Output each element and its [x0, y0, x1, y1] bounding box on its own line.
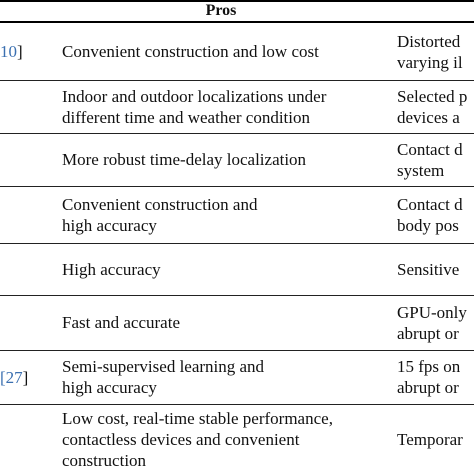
table-row: 10] Convenient construction and low cost D… [0, 23, 474, 80]
row-divider [0, 133, 474, 134]
cons-cell: Contact d body pos [397, 194, 463, 235]
pros-cell: More robust time-delay localization [62, 150, 307, 169]
reference-cell [0, 80, 60, 133]
cons-cell: Sensitive [397, 259, 460, 279]
cons-cell: Temporar [397, 429, 463, 449]
table-row: [27] Semi-supervised learning and high acc… [0, 350, 474, 404]
pros-cell: Convenient construction and high accuracy [62, 194, 258, 235]
cons-cell: Selected p devices a [397, 86, 468, 127]
pros-cell: Fast and accurate [62, 313, 180, 332]
table-row: Convenient construction and high accuracy… [0, 186, 474, 243]
table-top-rule [0, 0, 474, 2]
citation-link[interactable]: 10 [0, 42, 17, 61]
cons-cell: Contact d system [397, 139, 463, 180]
reference-cell: 10] [0, 23, 60, 80]
table-row: Fast and accurate GPU-only abrupt or [0, 295, 474, 350]
citation-bracket: ] [17, 42, 23, 61]
table-row: Indoor and outdoor localizations under di… [0, 80, 474, 133]
column-header-pros: Pros [205, 2, 237, 19]
cons-cell: GPU-only abrupt or [397, 302, 467, 343]
pros-cell: High accuracy [62, 259, 161, 279]
citation-link[interactable]: [27 [0, 367, 23, 387]
row-divider [0, 295, 474, 296]
pros-cell: Indoor and outdoor localizations under di… [62, 86, 327, 127]
cons-cell: 15 fps on abrupt or [397, 357, 461, 397]
table-row: High accuracy Sensitive [0, 243, 474, 295]
cons-cell: Distorted varying il [397, 31, 463, 72]
row-divider [0, 186, 474, 187]
reference-cell [0, 404, 60, 474]
reference-cell [0, 133, 60, 186]
table-row: Low cost, real-time stable performance, c… [0, 404, 474, 474]
reference-cell [0, 243, 60, 295]
reference-cell [0, 295, 60, 350]
row-divider [0, 243, 474, 244]
citation-bracket: ] [22, 367, 29, 387]
reference-cell [0, 186, 60, 243]
pros-cell: Convenient construction and low cost [62, 42, 319, 61]
row-divider [0, 350, 474, 351]
table-row: More robust time-delay localization Conta… [0, 133, 474, 186]
pros-cell: Semi-supervised learning and high accurac… [62, 357, 265, 397]
row-divider [0, 404, 474, 405]
reference-cell: [27] [0, 350, 60, 404]
pros-cell: Low cost, real-time stable performance, c… [62, 408, 333, 470]
header-rule [0, 21, 474, 23]
row-divider [0, 80, 474, 81]
